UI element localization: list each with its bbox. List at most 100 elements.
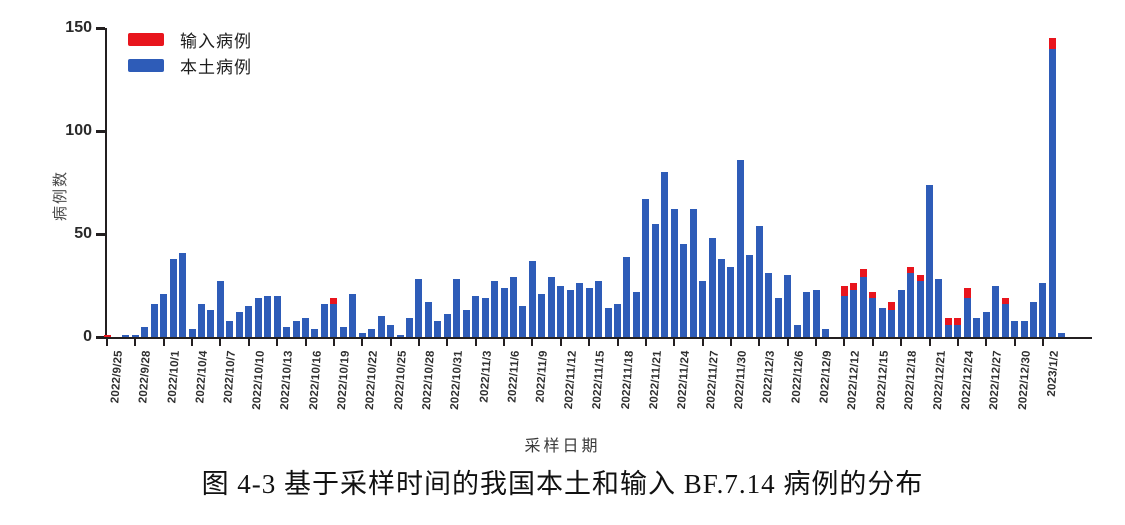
bar-local — [822, 328, 830, 337]
bar-local — [302, 318, 310, 337]
legend-item-imported: 输入病例 — [128, 26, 252, 52]
bar-local — [141, 326, 149, 337]
figure-caption: 图 4-3 基于采样时间的我国本土和输入 BF.7.14 病例的分布 — [201, 469, 924, 499]
bar-imported — [859, 269, 867, 278]
bar-local — [859, 277, 867, 337]
bar-local — [264, 295, 272, 337]
bar-local — [283, 326, 291, 337]
y-tick — [96, 336, 105, 339]
legend-label-imported: 输入病例 — [180, 31, 252, 51]
bar-imported — [103, 334, 111, 337]
x-tick-label: 2022/10/31 — [449, 350, 466, 411]
y-tick-label: 150 — [65, 19, 92, 36]
bar-local — [1030, 301, 1038, 337]
bar-local — [944, 324, 952, 337]
bar-local — [604, 308, 612, 337]
bar-local — [406, 318, 414, 337]
bar-local — [774, 297, 782, 337]
y-axis-title: 病例数 — [52, 169, 70, 222]
bar-local — [179, 252, 187, 337]
x-tick — [1013, 339, 1016, 346]
bar-local — [907, 273, 915, 337]
bar-local — [670, 209, 678, 337]
x-tick — [616, 339, 619, 346]
x-tick-label: 2022/12/6 — [790, 350, 806, 404]
x-tick — [276, 339, 279, 346]
bar-imported — [916, 275, 924, 282]
bar-local — [519, 306, 527, 337]
y-tick — [96, 130, 105, 133]
x-tick-label: 2022/11/6 — [506, 350, 523, 404]
bar-local — [1020, 320, 1028, 337]
bar-local — [481, 297, 489, 337]
bar-local — [699, 281, 707, 337]
bar-local — [122, 334, 130, 337]
bar-imported — [330, 297, 338, 305]
bar-local — [311, 328, 319, 337]
bar-local — [292, 320, 300, 337]
bar-local — [576, 283, 584, 337]
x-tick — [191, 339, 194, 346]
x-axis-line — [105, 337, 1092, 339]
bar-local — [198, 304, 206, 337]
bar-local — [1039, 283, 1047, 337]
bar-local — [784, 275, 792, 337]
y-tick-label: 0 — [83, 328, 92, 345]
x-tick — [815, 339, 818, 346]
bar-local — [1058, 332, 1066, 337]
bar-local — [793, 324, 801, 337]
x-tick — [134, 339, 137, 346]
x-tick-label: 2022/12/30 — [1016, 350, 1033, 411]
x-tick — [389, 339, 392, 346]
x-tick-label: 2022/10/19 — [335, 350, 352, 411]
bar-local — [708, 238, 716, 337]
x-tick — [1041, 339, 1044, 346]
bar-imported — [1048, 38, 1056, 49]
x-tick — [928, 339, 931, 346]
x-tick-label: 2022/10/22 — [364, 350, 381, 411]
bar-local — [434, 320, 442, 337]
bar-local — [840, 295, 848, 337]
bar-local — [736, 159, 744, 337]
x-tick — [871, 339, 874, 346]
bar-imported — [840, 285, 848, 296]
bar-local — [443, 314, 451, 337]
bar-local — [557, 285, 565, 337]
x-tick-label: 2022/12/3 — [761, 350, 778, 404]
bar-local — [538, 293, 546, 337]
x-tick-label: 2022/10/7 — [222, 350, 239, 404]
bar-local — [510, 277, 518, 337]
bar-local — [528, 260, 536, 337]
bar-local — [453, 279, 461, 337]
legend-swatch-local — [128, 58, 164, 72]
x-tick-label: 2022/11/21 — [647, 350, 664, 410]
x-tick-label: 2022/12/9 — [818, 350, 835, 404]
x-tick-label: 2022/10/4 — [194, 350, 211, 404]
bar-local — [1001, 304, 1009, 337]
bar-local — [330, 304, 338, 337]
bar-local — [415, 279, 423, 337]
bar-local — [273, 295, 281, 337]
bar-local — [727, 266, 735, 337]
bar-imported — [1001, 297, 1009, 305]
bar-local — [160, 293, 168, 337]
legend-item-local: 本土病例 — [128, 52, 252, 78]
x-tick-label: 2022/9/25 — [109, 350, 125, 404]
bar-imported — [850, 283, 858, 290]
bar-local — [566, 289, 574, 337]
bar-local — [973, 318, 981, 337]
bar-local — [680, 244, 688, 337]
y-tick-label: 50 — [74, 225, 92, 242]
bar-local — [897, 289, 905, 337]
bar-local — [803, 291, 811, 337]
x-axis-title: 采样日期 — [524, 438, 601, 455]
x-tick — [219, 339, 222, 346]
x-tick-label: 2022/11/24 — [676, 350, 693, 410]
bar-local — [472, 295, 480, 337]
x-tick — [304, 339, 307, 346]
bar-local — [585, 287, 593, 337]
bar-local — [755, 225, 763, 337]
bar-local — [358, 332, 366, 337]
legend: 输入病例 本土病例 — [128, 26, 252, 78]
bar-local — [207, 310, 215, 337]
